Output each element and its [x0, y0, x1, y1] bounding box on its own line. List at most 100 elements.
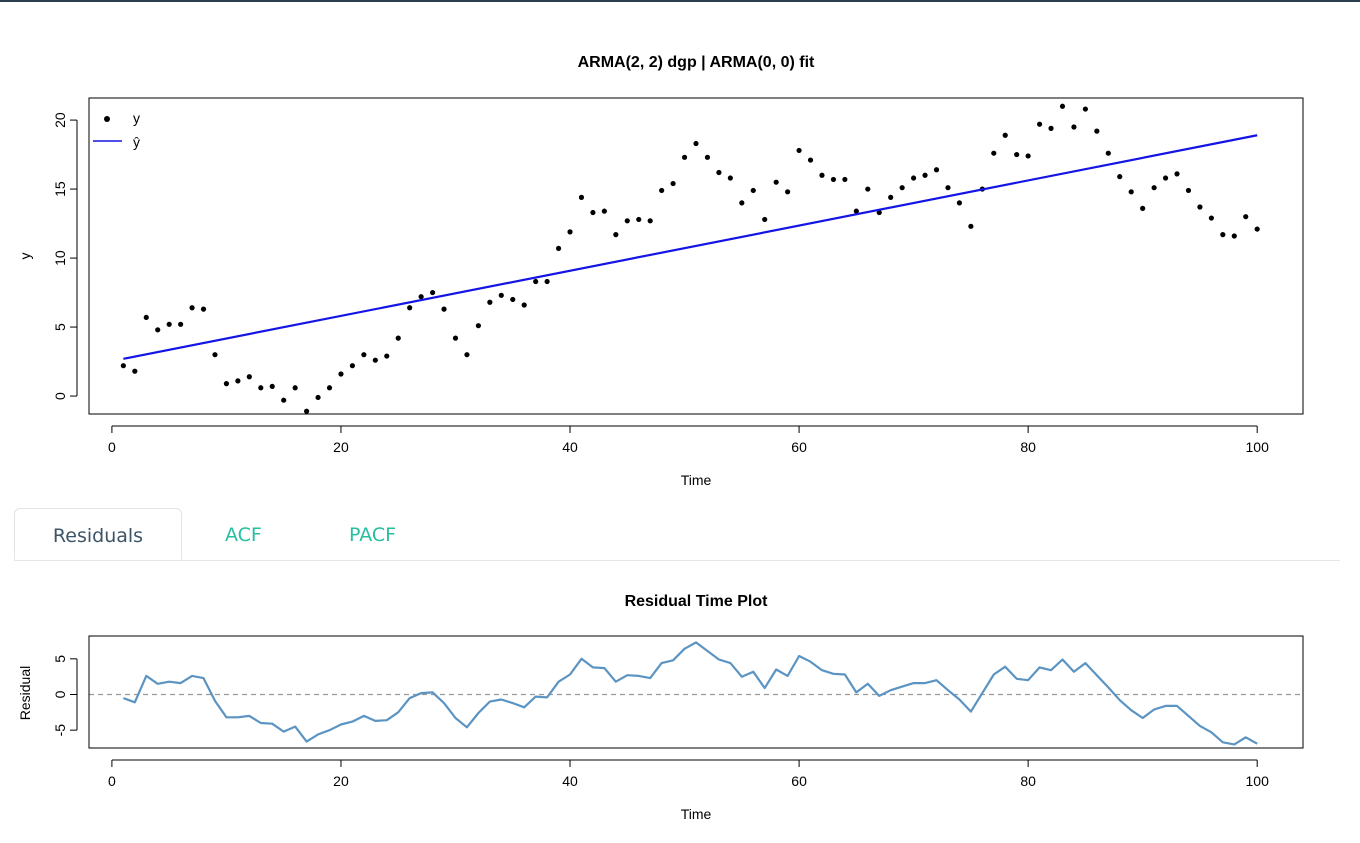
y-data-point [189, 305, 195, 311]
residual-chart-y-tick-label: 0 [52, 690, 68, 698]
y-data-point [1002, 132, 1008, 138]
tab-residuals[interactable]: Residuals [14, 508, 182, 560]
main-chart-y-tick-label: 5 [52, 323, 68, 331]
tab-acf[interactable]: ACF [225, 524, 262, 546]
y-data-point [830, 176, 837, 183]
main-chart-xlabel: Time [681, 472, 712, 488]
y-data-point [991, 150, 997, 156]
residual-chart-x-tick-label: 0 [108, 773, 116, 789]
residual-chart-y-tick-label: -5 [52, 724, 68, 737]
y-data-point [739, 200, 745, 206]
y-data-point [1048, 125, 1054, 131]
y-data-point [727, 175, 733, 181]
y-data-point [933, 167, 940, 173]
y-data-point [613, 232, 619, 238]
y-data-point [1231, 233, 1237, 239]
y-data-point [407, 305, 413, 311]
main-chart-x-tick-label: 20 [333, 439, 349, 455]
tab-pacf[interactable]: PACF [349, 524, 397, 546]
y-data-point [956, 200, 963, 206]
y-data-point [533, 278, 539, 285]
y-data-point [1128, 189, 1134, 195]
y-data-point [842, 176, 848, 183]
y-data-point [636, 216, 642, 223]
y-data-point [498, 292, 504, 298]
residual-chart-marks [89, 641, 1303, 746]
legend-label-y: y [133, 110, 140, 126]
y-data-point [281, 397, 287, 403]
y-data-point [555, 245, 562, 252]
y-data-point [647, 218, 653, 224]
y-data-point [258, 385, 264, 391]
y-data-point [1036, 121, 1043, 127]
main-chart-marks [120, 103, 1260, 414]
y-data-point [1162, 175, 1169, 181]
y-data-point [796, 147, 802, 154]
y-data-point [922, 172, 928, 178]
y-data-point [1197, 204, 1203, 210]
y-data-point [762, 216, 768, 223]
y-data-point [819, 172, 825, 178]
y-data-point [1185, 187, 1192, 194]
y-data-point [578, 194, 585, 200]
residual-chart-ylabel: Residual [17, 666, 33, 720]
y-data-point [750, 187, 756, 194]
y-data-point [166, 321, 172, 327]
y-data-point [1174, 171, 1180, 177]
y-data-point [441, 306, 447, 312]
y-data-point [338, 371, 344, 377]
y-data-point [1208, 215, 1214, 221]
y-data-point [624, 218, 630, 224]
residual-chart-xlabel: Time [681, 806, 712, 822]
y-data-point [200, 306, 207, 312]
y-data-point [865, 186, 871, 192]
main-chart-x-tick-label: 40 [562, 439, 578, 455]
y-data-point [945, 185, 951, 191]
y-data-point [1117, 174, 1123, 180]
y-data-point [1059, 103, 1066, 109]
y-data-point [785, 189, 791, 195]
residual-chart-y-tick-label: 5 [52, 655, 68, 663]
main-chart-x-tick-label: 100 [1246, 439, 1270, 455]
y-data-point [235, 378, 241, 384]
y-data-point [1151, 185, 1157, 191]
y-data-point [349, 363, 356, 369]
y-data-point [372, 357, 378, 363]
legend-point-y [104, 116, 110, 122]
y-data-point [1220, 232, 1226, 238]
main-chart-legend: y ŷ [93, 110, 140, 150]
y-data-point [773, 179, 779, 185]
y-data-point [1254, 226, 1260, 232]
y-data-point [1243, 214, 1249, 220]
y-data-point [670, 180, 676, 187]
top-border [0, 0, 1360, 2]
y-data-point [911, 175, 917, 181]
y-data-point [326, 385, 333, 391]
y-data-point [1105, 150, 1111, 156]
main-chart-x-tick-label: 0 [108, 439, 116, 455]
y-data-point [1014, 151, 1020, 158]
y-data-point [590, 209, 596, 216]
y-data-point [1094, 128, 1100, 134]
y-data-point [178, 321, 184, 327]
residual-chart-x-tick-label: 40 [562, 773, 578, 789]
y-data-point [567, 229, 573, 235]
y-data-point [246, 374, 252, 380]
legend-label-yhat: ŷ [133, 134, 140, 150]
y-data-point [1082, 106, 1088, 112]
y-data-point [1025, 153, 1031, 159]
y-data-point [1140, 205, 1146, 211]
y-data-point [681, 154, 688, 160]
y-data-point [384, 353, 390, 359]
y-data-point [888, 194, 894, 200]
y-data-point [876, 209, 882, 216]
y-data-point [269, 383, 275, 390]
y-data-point [464, 352, 470, 358]
y-data-point [429, 289, 436, 296]
tab-bar: Residuals ACF PACF [14, 508, 1340, 561]
main-chart: ARMA(2, 2) dgp | ARMA(0, 0) fit Time y 0… [17, 54, 1304, 488]
y-data-point [899, 185, 905, 191]
y-data-point [510, 296, 516, 303]
y-data-point [143, 314, 149, 321]
residual-chart-x-tick-label: 80 [1020, 773, 1036, 789]
